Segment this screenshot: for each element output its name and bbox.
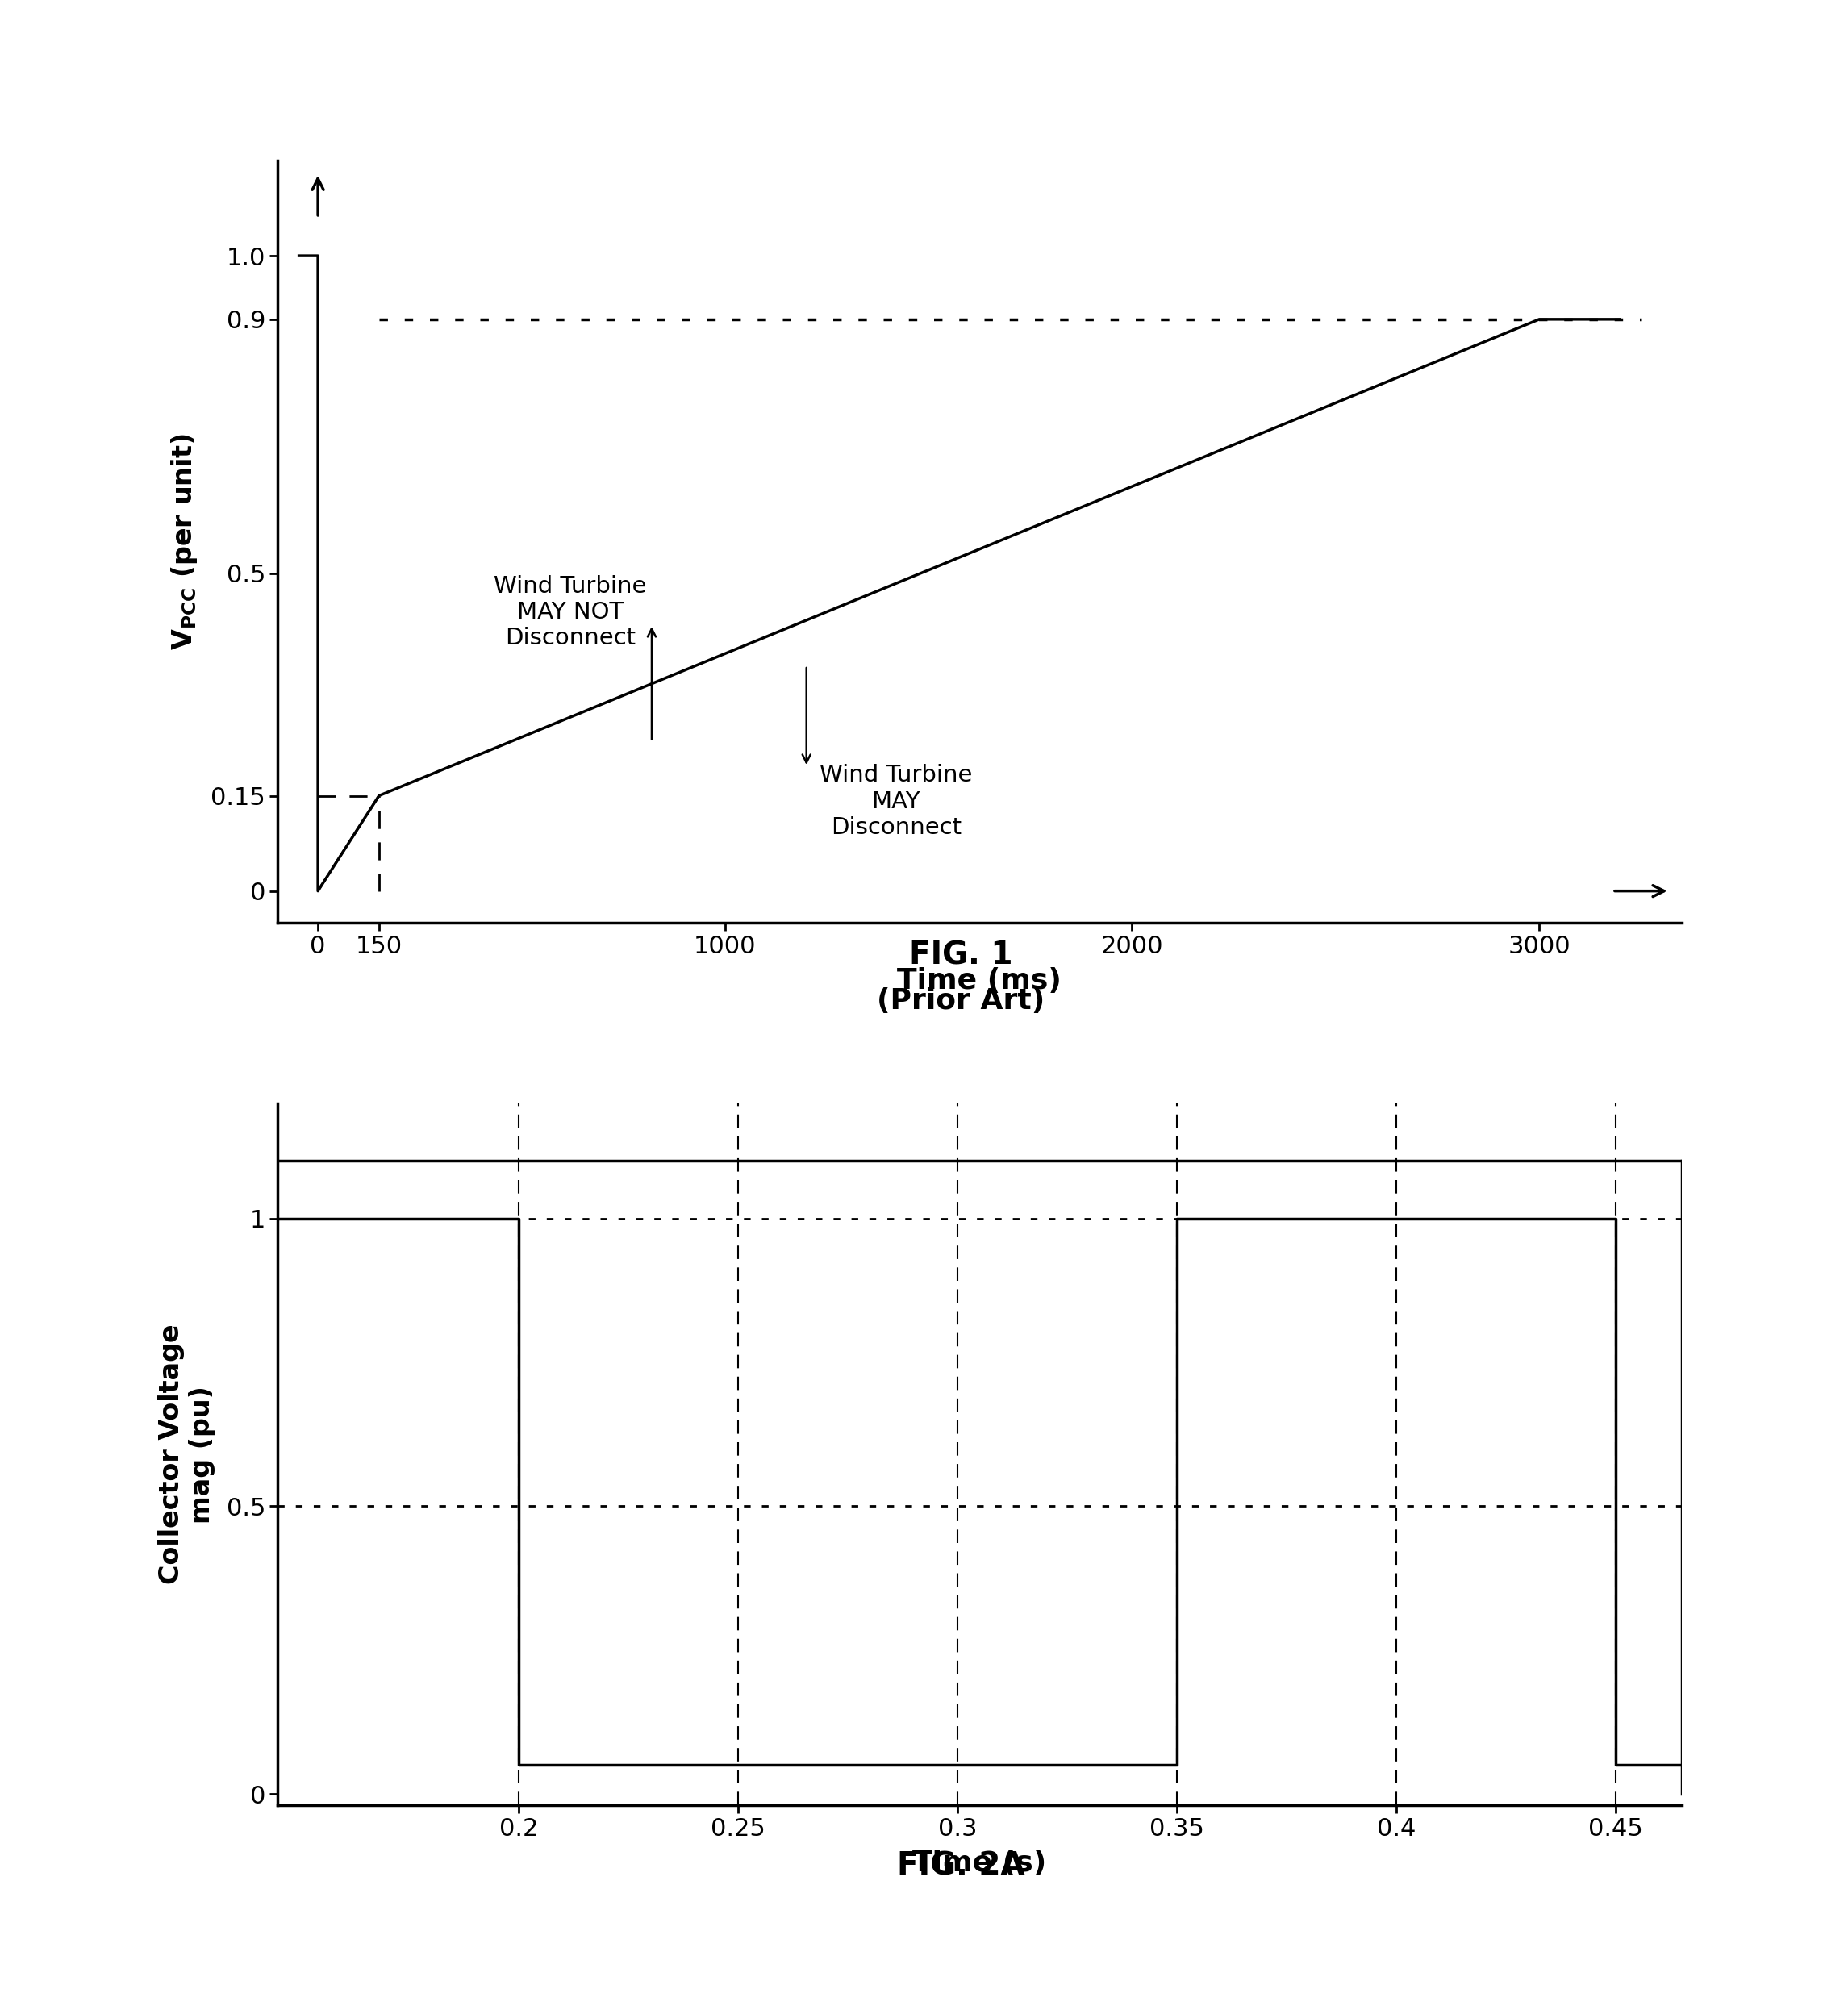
X-axis label: Time (ms): Time (ms) (898, 967, 1061, 995)
Y-axis label: $\mathbf{V_{PCC}}$ (per unit): $\mathbf{V_{PCC}}$ (per unit) (170, 433, 200, 650)
Text: FIG. 1: FIG. 1 (909, 941, 1013, 971)
Y-axis label: Collector Voltage
mag (pu): Collector Voltage mag (pu) (157, 1324, 214, 1585)
Text: FIG. 2A: FIG. 2A (896, 1852, 1026, 1882)
Text: Wind Turbine
MAY NOT
Disconnect: Wind Turbine MAY NOT Disconnect (493, 576, 647, 650)
Text: Wind Turbine
MAY
Disconnect: Wind Turbine MAY Disconnect (821, 764, 972, 839)
X-axis label: Time (s): Time (s) (913, 1850, 1046, 1878)
Text: (Prior Art): (Prior Art) (878, 987, 1044, 1015)
